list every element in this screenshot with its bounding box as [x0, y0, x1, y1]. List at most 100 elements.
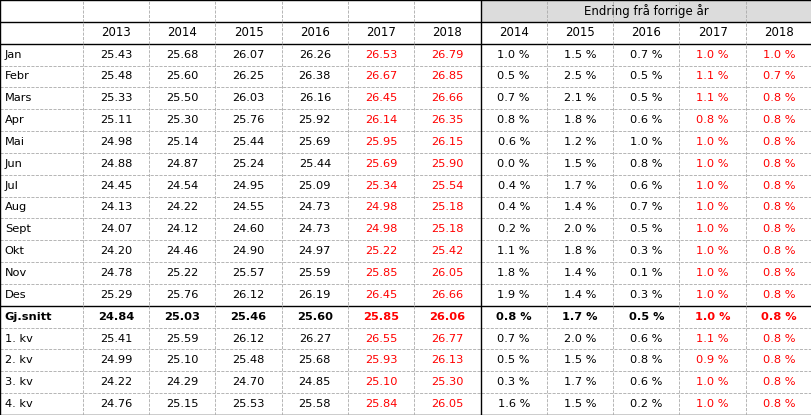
Bar — [281, 109, 348, 131]
Text: 1.0 %: 1.0 % — [696, 290, 728, 300]
Bar — [744, 153, 811, 175]
Text: 2017: 2017 — [697, 26, 727, 39]
Bar — [281, 284, 348, 306]
Bar — [679, 88, 744, 109]
Text: 26.15: 26.15 — [431, 137, 463, 147]
Text: 2014: 2014 — [167, 26, 197, 39]
Bar — [281, 175, 348, 197]
Bar — [612, 66, 679, 88]
Text: 25.76: 25.76 — [232, 115, 264, 125]
Bar — [612, 197, 679, 218]
Bar — [83, 22, 149, 44]
Text: 1.0 %: 1.0 % — [696, 159, 728, 169]
Bar — [414, 0, 480, 22]
Text: 2014: 2014 — [498, 26, 528, 39]
Text: 2. kv: 2. kv — [5, 355, 32, 365]
Bar — [612, 22, 679, 44]
Bar — [546, 393, 612, 415]
Bar — [215, 327, 281, 349]
Text: 26.55: 26.55 — [364, 334, 397, 344]
Bar — [281, 44, 348, 66]
Text: 1.8 %: 1.8 % — [563, 115, 595, 125]
Bar — [149, 240, 215, 262]
Text: 25.85: 25.85 — [363, 312, 399, 322]
Bar — [744, 88, 811, 109]
Text: 25.90: 25.90 — [431, 159, 463, 169]
Text: 26.19: 26.19 — [298, 290, 331, 300]
Bar — [348, 22, 414, 44]
Text: 25.93: 25.93 — [364, 355, 397, 365]
Bar — [744, 284, 811, 306]
Text: 25.09: 25.09 — [298, 181, 331, 190]
Bar — [744, 109, 811, 131]
Text: 0.8 %: 0.8 % — [762, 225, 794, 234]
Bar — [348, 327, 414, 349]
Text: 2.0 %: 2.0 % — [563, 334, 595, 344]
Bar — [414, 131, 480, 153]
Bar — [414, 109, 480, 131]
Text: 26.66: 26.66 — [431, 93, 463, 103]
Text: 1.4 %: 1.4 % — [563, 268, 595, 278]
Text: 24.98: 24.98 — [364, 203, 397, 212]
Bar — [281, 306, 348, 327]
Bar — [281, 22, 348, 44]
Text: 0.8 %: 0.8 % — [762, 268, 794, 278]
Bar — [414, 240, 480, 262]
Text: 0.0 %: 0.0 % — [497, 159, 530, 169]
Text: 0.4 %: 0.4 % — [497, 203, 530, 212]
Bar — [348, 262, 414, 284]
Bar — [149, 0, 215, 22]
Bar — [149, 66, 215, 88]
Text: 25.68: 25.68 — [298, 355, 331, 365]
Bar — [679, 175, 744, 197]
Bar — [480, 349, 546, 371]
Text: 25.42: 25.42 — [431, 246, 463, 256]
Text: 1.0 %: 1.0 % — [696, 137, 728, 147]
Bar — [149, 44, 215, 66]
Text: 25.22: 25.22 — [365, 246, 397, 256]
Text: 25.14: 25.14 — [166, 137, 198, 147]
Text: 25.34: 25.34 — [364, 181, 397, 190]
Bar — [281, 88, 348, 109]
Text: 25.59: 25.59 — [165, 334, 199, 344]
Bar — [414, 306, 480, 327]
Text: 24.54: 24.54 — [166, 181, 198, 190]
Text: 24.78: 24.78 — [100, 268, 132, 278]
Text: 0.5 %: 0.5 % — [628, 312, 663, 322]
Bar — [348, 284, 414, 306]
Text: Nov: Nov — [5, 268, 27, 278]
Bar — [744, 262, 811, 284]
Bar — [0, 88, 83, 109]
Bar — [414, 22, 480, 44]
Text: 0.8 %: 0.8 % — [762, 334, 794, 344]
Bar — [612, 327, 679, 349]
Bar — [281, 240, 348, 262]
Bar — [414, 175, 480, 197]
Text: 2.1 %: 2.1 % — [563, 93, 595, 103]
Bar — [83, 349, 149, 371]
Bar — [0, 66, 83, 88]
Text: 1.1 %: 1.1 % — [497, 246, 530, 256]
Bar — [215, 393, 281, 415]
Text: 1.4 %: 1.4 % — [563, 290, 595, 300]
Bar — [281, 218, 348, 240]
Bar — [546, 197, 612, 218]
Bar — [546, 349, 612, 371]
Bar — [414, 153, 480, 175]
Text: 24.84: 24.84 — [98, 312, 134, 322]
Text: 1.0 %: 1.0 % — [696, 399, 728, 409]
Bar — [215, 22, 281, 44]
Bar — [612, 262, 679, 284]
Text: 24.55: 24.55 — [232, 203, 264, 212]
Bar — [149, 262, 215, 284]
Bar — [348, 218, 414, 240]
Bar — [149, 327, 215, 349]
Bar — [0, 131, 83, 153]
Bar — [612, 44, 679, 66]
Bar — [480, 109, 546, 131]
Bar — [612, 284, 679, 306]
Bar — [83, 66, 149, 88]
Text: 0.8 %: 0.8 % — [762, 115, 794, 125]
Text: 24.29: 24.29 — [166, 377, 198, 387]
Bar — [83, 371, 149, 393]
